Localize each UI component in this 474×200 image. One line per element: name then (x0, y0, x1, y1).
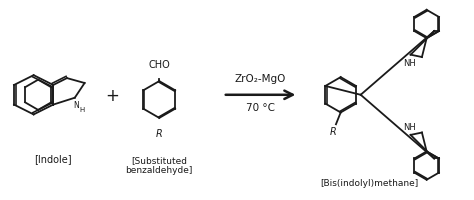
Text: [Substituted
benzaldehyde]: [Substituted benzaldehyde] (126, 155, 193, 174)
Text: +: + (105, 86, 119, 104)
Text: [Indole]: [Indole] (35, 154, 72, 164)
Text: [Bis(indolyl)methane]: [Bis(indolyl)methane] (320, 178, 418, 187)
Text: ZrO₂-MgO: ZrO₂-MgO (235, 74, 286, 84)
Text: H: H (79, 106, 84, 112)
Text: R: R (156, 129, 163, 139)
Text: N: N (73, 101, 79, 110)
Text: CHO: CHO (148, 60, 170, 70)
Text: NH: NH (403, 59, 416, 68)
Text: 70 °C: 70 °C (246, 102, 275, 112)
Text: R: R (330, 126, 337, 136)
Text: NH: NH (403, 123, 416, 131)
